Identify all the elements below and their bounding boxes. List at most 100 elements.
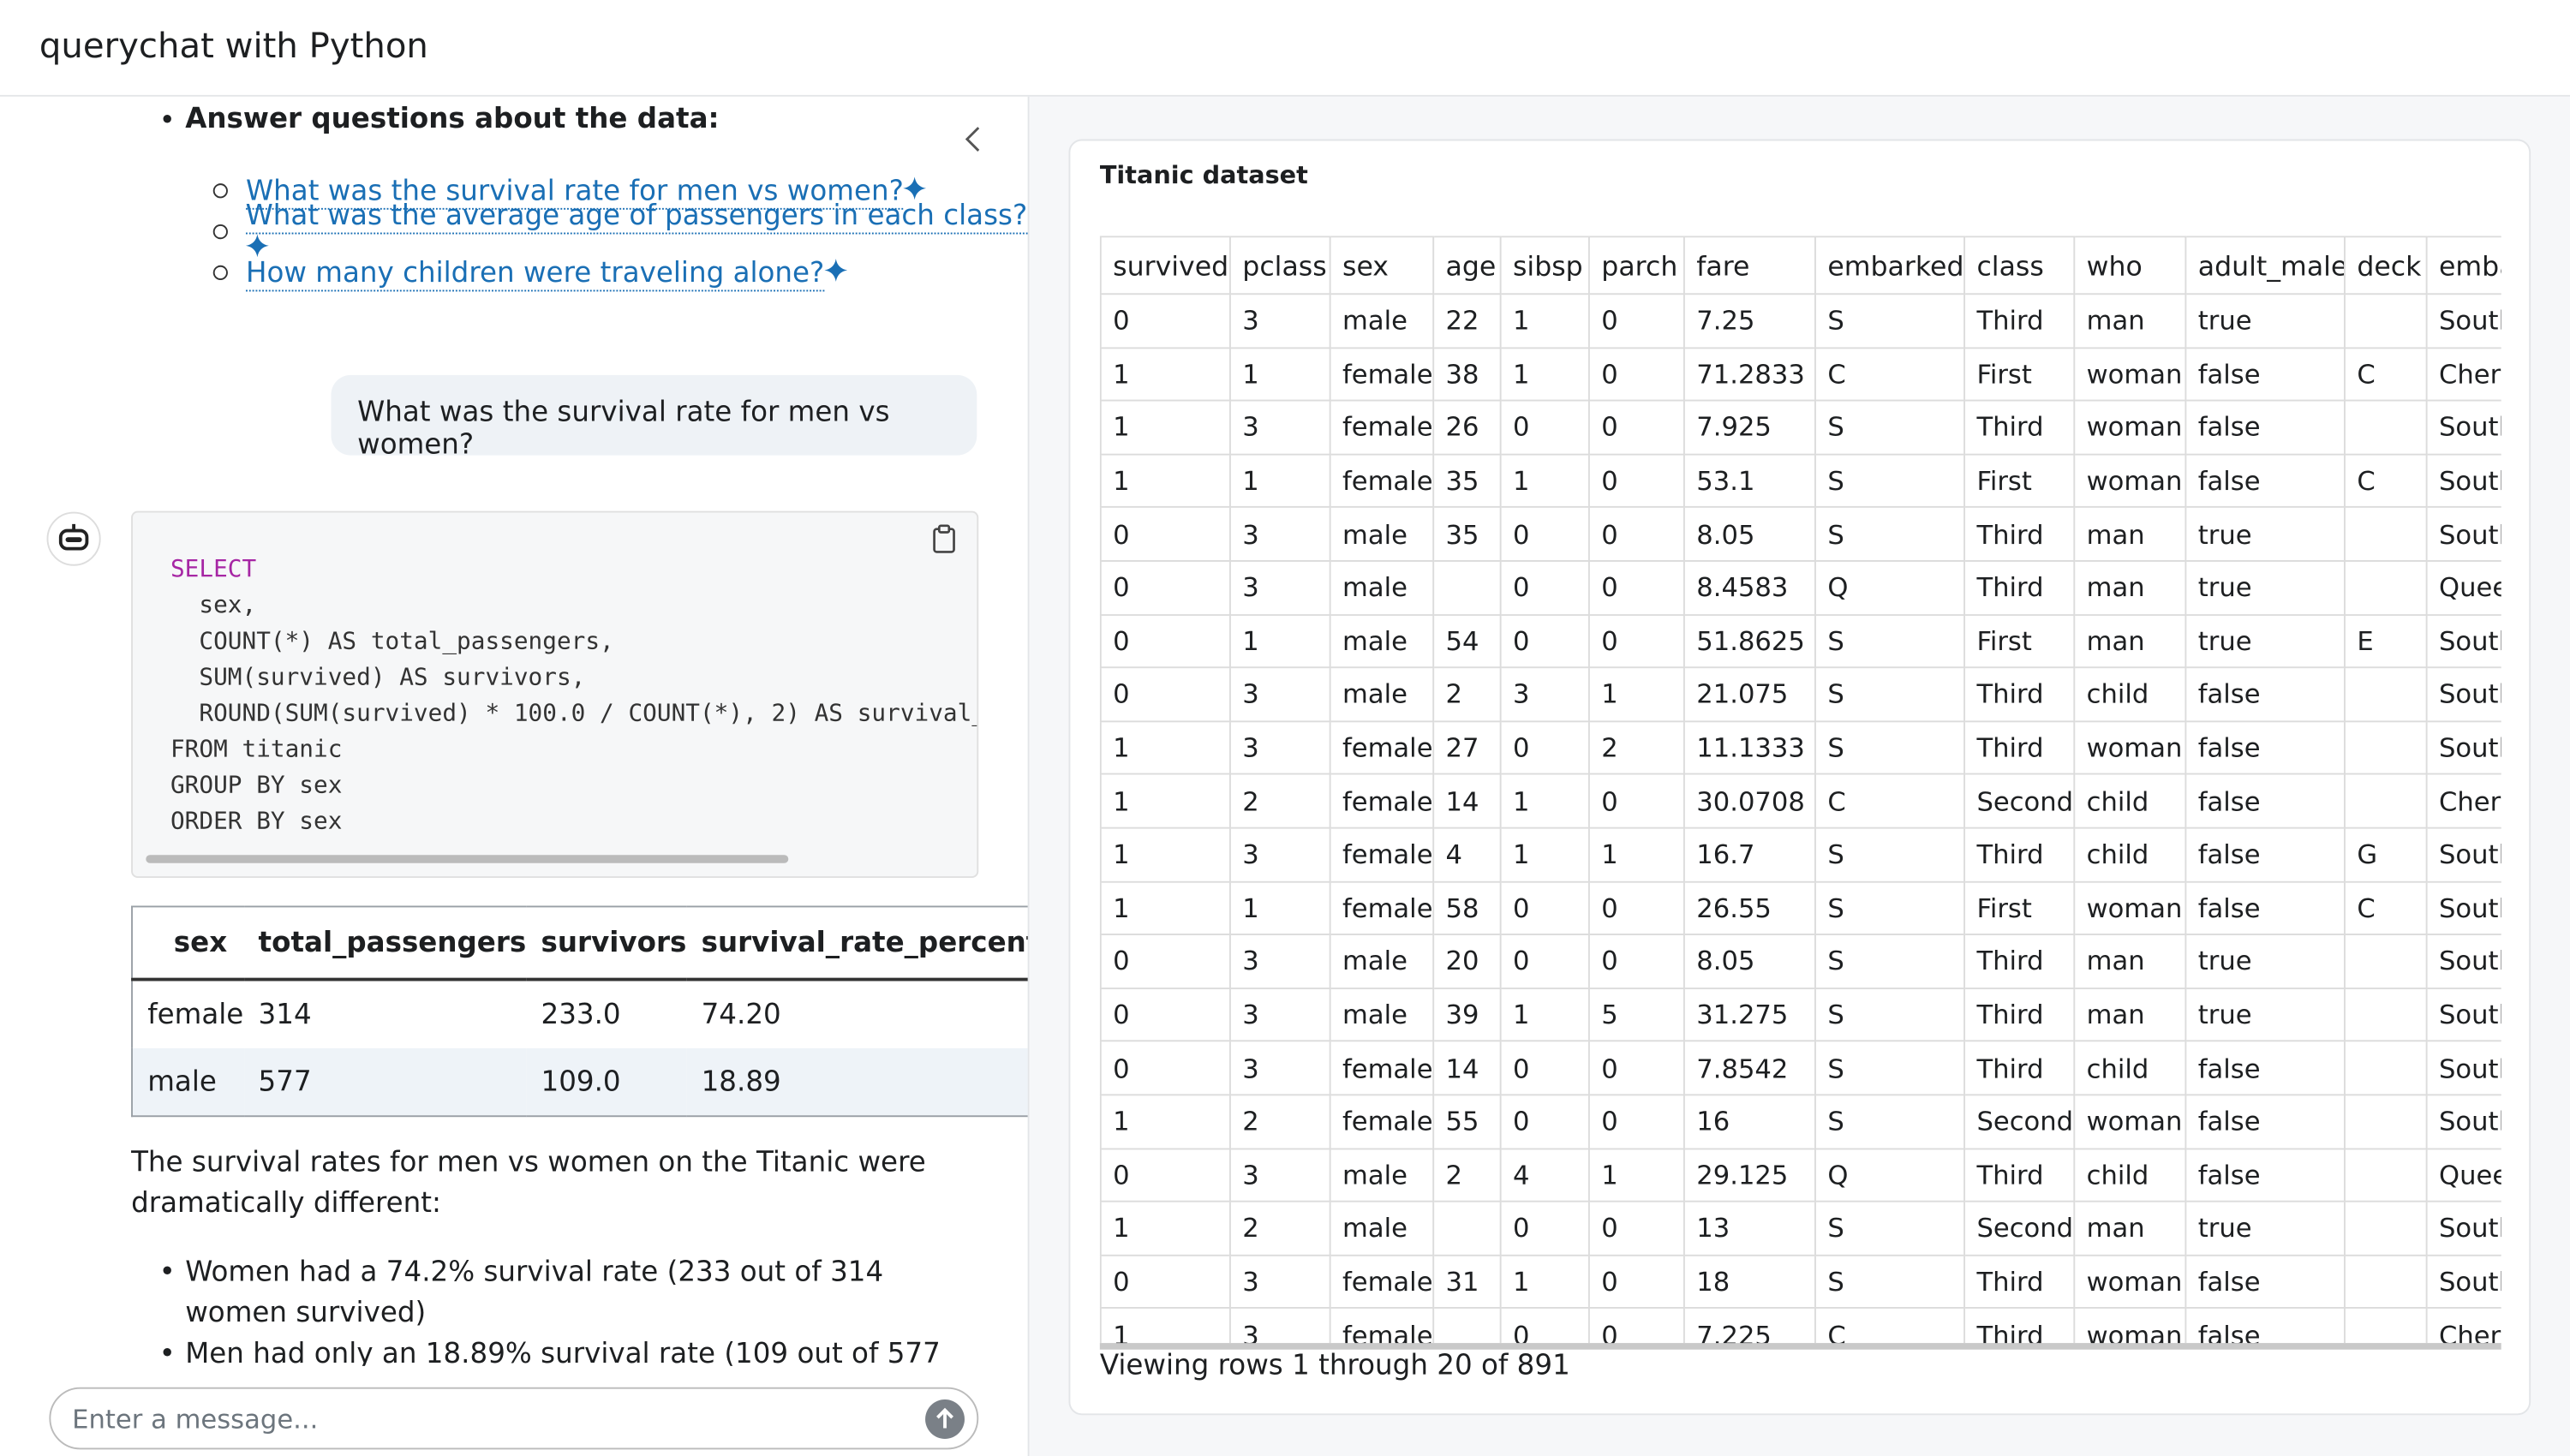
data-cell: Southampton (2427, 454, 2501, 507)
column-header: embark_town (2427, 236, 2501, 294)
send-button[interactable] (924, 1399, 965, 1440)
data-cell: 53.1 (1684, 454, 1815, 507)
data-cell: 58 (1433, 881, 1500, 934)
data-cell: Southampton (2427, 988, 2501, 1041)
data-cell: woman (2074, 1309, 2185, 1350)
data-cell: 3 (1230, 561, 1330, 614)
data-cell: Second (1964, 1202, 2074, 1255)
data-cell: 3 (1230, 1041, 1330, 1095)
result-cell: male (132, 1048, 243, 1116)
data-cell: 8.05 (1684, 508, 1815, 561)
data-row: 03female14007.8542SThirdchildfalseSoutha… (1101, 1041, 2501, 1095)
data-cell: S (1815, 1255, 1964, 1308)
suggestion-link[interactable]: How many children were traveling alone? (246, 256, 824, 290)
data-cell: 0 (1589, 561, 1684, 614)
data-cell: female (1330, 1309, 1434, 1350)
result-row: female314233.074.20 (132, 980, 1030, 1048)
data-cell: child (2074, 668, 2185, 721)
data-cell: Southampton (2427, 668, 2501, 721)
collapse-icon[interactable] (960, 124, 987, 153)
data-cell: 0 (1589, 1255, 1684, 1308)
data-cell: 55 (1433, 1095, 1500, 1148)
data-cell: male (1330, 561, 1434, 614)
data-cell: 13 (1684, 1202, 1815, 1255)
column-header: adult_male (2185, 236, 2345, 294)
data-cell: male (1330, 668, 1434, 721)
data-cell: female (1330, 881, 1434, 934)
data-cell: 3 (1230, 668, 1330, 721)
data-cell: 1 (1501, 454, 1589, 507)
bullet-circle (213, 266, 228, 280)
data-cell: Southampton (2427, 614, 2501, 667)
data-cell: 16 (1684, 1095, 1815, 1148)
data-row: 11female580026.55SFirstwomanfalseCSoutha… (1101, 881, 2501, 934)
app-title: querychat with Python (39, 27, 428, 66)
data-cell: 3 (1501, 668, 1589, 721)
data-cell: S (1815, 1095, 1964, 1148)
data-cell: 0 (1589, 1041, 1684, 1095)
data-cell (2345, 294, 2427, 347)
data-cell (1433, 1202, 1500, 1255)
data-cell: 26 (1433, 401, 1500, 454)
data-cell: 3 (1230, 1255, 1330, 1308)
data-cell: 0 (1101, 934, 1230, 988)
data-cell: 0 (1501, 1309, 1589, 1350)
data-cell: 0 (1501, 1202, 1589, 1255)
header: querychat with Python (0, 0, 2570, 97)
data-cell (2345, 934, 2427, 988)
data-cell: 27 (1433, 721, 1500, 774)
chat-panel: • Answer questions about the data: What … (0, 97, 1030, 1456)
data-cell: 1 (1501, 988, 1589, 1041)
data-cell: true (2185, 614, 2345, 667)
sql-code: SELECT sex, COUNT(*) AS total_passengers… (170, 552, 978, 840)
data-cell: true (2185, 1202, 2345, 1255)
data-cell: 8.4583 (1684, 561, 1815, 614)
data-cell: 1 (1101, 454, 1230, 507)
code-line: ORDER BY sex (170, 804, 978, 840)
data-cell: 0 (1501, 934, 1589, 988)
data-cell: true (2185, 294, 2345, 347)
table-viewport: survivedpclasssexagesibspparchfareembark… (1100, 236, 2501, 1349)
data-cell: true (2185, 934, 2345, 988)
data-cell: 0 (1589, 1202, 1684, 1255)
data-row: 03male391531.275SThirdmantrueSouthampton (1101, 988, 2501, 1041)
result-row: male577109.018.89 (132, 1048, 1030, 1116)
message-input[interactable]: Enter a message... (49, 1387, 978, 1450)
data-cell: Third (1964, 828, 2074, 881)
data-cell: 0 (1501, 401, 1589, 454)
data-cell: male (1330, 1149, 1434, 1202)
data-cell: female (1330, 401, 1434, 454)
data-cell: 30.0708 (1684, 774, 1815, 827)
data-cell: 1 (1101, 828, 1230, 881)
data-cell: 31.275 (1684, 988, 1815, 1041)
data-cell (2345, 988, 2427, 1041)
data-cell: 3 (1230, 1309, 1330, 1350)
data-cell: First (1964, 614, 2074, 667)
bot-icon (46, 511, 102, 567)
data-cell (2345, 668, 2427, 721)
suggestion-link[interactable]: What was the average age of passengers i… (246, 199, 1028, 233)
data-cell: 71.2833 (1684, 348, 1815, 401)
data-panel: Titanic dataset survivedpclasssexagesibs… (1030, 97, 2570, 1456)
data-cell: 0 (1589, 294, 1684, 347)
bullet-circle (213, 224, 228, 239)
data-cell: false (2185, 454, 2345, 507)
data-cell: 0 (1101, 668, 1230, 721)
copy-icon[interactable] (931, 522, 958, 555)
suggestion[interactable]: What was the average age of passengers i… (246, 199, 1028, 264)
data-cell: 4 (1433, 828, 1500, 881)
data-cell: false (2185, 721, 2345, 774)
data-cell: 3 (1230, 934, 1330, 988)
data-cell: male (1330, 934, 1434, 988)
column-header: total_passengers (243, 906, 526, 979)
data-cell: male (1330, 294, 1434, 347)
data-cell: 0 (1589, 614, 1684, 667)
data-cell: Third (1964, 934, 2074, 988)
suggestion[interactable]: How many children were traveling alone? (246, 256, 847, 289)
data-cell: Southampton (2427, 294, 2501, 347)
data-row: 12female141030.0708CSecondchildfalseCher… (1101, 774, 2501, 827)
data-cell: 1 (1101, 1309, 1230, 1350)
data-cell: S (1815, 1041, 1964, 1095)
bullet: • (159, 104, 176, 137)
